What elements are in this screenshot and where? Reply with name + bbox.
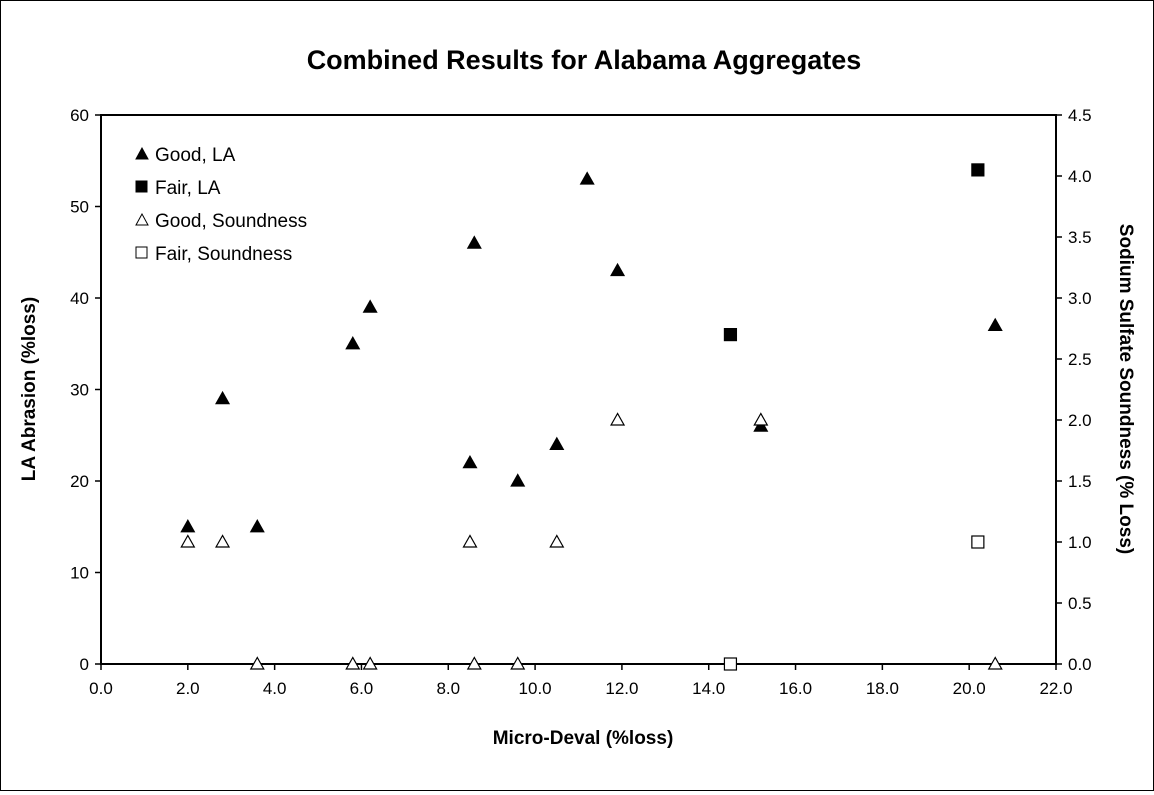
x-axis-ticks: 0.0 2.0 4.0 6.0 8.0 10.0 12.0 14.0 16.0 18.0 20.0 2… <box>89 664 1073 698</box>
y2-tick-label: 3.5 <box>1068 228 1092 247</box>
y2-tick-label: 3.0 <box>1068 289 1092 308</box>
x-tick-label: 2.0 <box>176 679 200 698</box>
data-point-triangle-open <box>362 656 378 670</box>
data-point-triangle-open <box>466 656 482 670</box>
data-point-triangle-filled <box>466 235 482 249</box>
x-tick-label: 22.0 <box>1039 679 1072 698</box>
data-point-triangle-filled <box>180 519 196 533</box>
legend-label: Good, LA <box>155 145 236 166</box>
x-tick-label: 16.0 <box>779 679 812 698</box>
legend: Good, LA Fair, LA Good, Soundness Fair, … <box>135 145 307 265</box>
legend-item-fair-la: Fair, LA <box>135 178 221 199</box>
data-point-triangle-open <box>610 412 626 426</box>
y2-axis-ticks: 0.0 0.5 1.0 1.5 2.0 2.5 3.0 3.5 4.0 4.5 <box>1056 106 1092 674</box>
data-point-triangle-filled <box>549 436 565 450</box>
x-tick-label: 14.0 <box>692 679 725 698</box>
y-tick-label: 10 <box>70 564 89 583</box>
y2-tick-label: 0.0 <box>1068 655 1092 674</box>
data-point-triangle-filled <box>345 336 361 350</box>
y-tick-label: 50 <box>70 198 89 217</box>
legend-item-fair-soundness: Fair, Soundness <box>135 244 292 265</box>
data-point-square-open <box>971 535 985 549</box>
legend-marker-square-filled <box>135 180 148 193</box>
x-tick-label: 10.0 <box>519 679 552 698</box>
data-point-triangle-open <box>249 656 265 670</box>
data-point-triangle-open <box>549 534 565 548</box>
legend-label: Good, Soundness <box>155 211 307 232</box>
y-tick-label: 20 <box>70 472 89 491</box>
y2-tick-label: 2.0 <box>1068 411 1092 430</box>
data-point-square-filled <box>971 163 985 177</box>
data-point-triangle-open <box>345 656 361 670</box>
data-marks <box>180 163 1003 671</box>
y-axis-ticks: 0 10 20 30 40 50 60 <box>70 106 101 674</box>
legend-label: Fair, Soundness <box>155 244 292 265</box>
y2-tick-label: 4.5 <box>1068 106 1092 125</box>
x-tick-label: 4.0 <box>263 679 287 698</box>
plot-area <box>100 114 1057 665</box>
data-point-triangle-filled <box>610 262 626 277</box>
x-tick-label: 12.0 <box>605 679 638 698</box>
y2-tick-label: 1.0 <box>1068 533 1092 552</box>
y2-tick-label: 2.5 <box>1068 350 1092 369</box>
x-tick-label: 0.0 <box>89 679 113 698</box>
y-tick-label: 40 <box>70 289 89 308</box>
data-point-triangle-filled <box>987 317 1003 332</box>
y2-tick-label: 4.0 <box>1068 167 1092 186</box>
data-point-triangle-open <box>215 534 231 548</box>
x-tick-label: 18.0 <box>866 679 899 698</box>
data-point-square-filled <box>723 328 738 342</box>
y-tick-label: 0 <box>80 655 89 674</box>
legend-item-good-soundness: Good, Soundness <box>135 211 307 232</box>
y2-tick-label: 1.5 <box>1068 472 1092 491</box>
x-tick-label: 8.0 <box>436 679 460 698</box>
data-point-triangle-filled <box>362 299 378 313</box>
data-point-triangle-filled <box>462 454 478 469</box>
legend-label: Fair, LA <box>155 178 221 199</box>
y2-axis-label: Sodium Sulfate Soundness (% Loss) <box>1115 224 1136 554</box>
y-tick-label: 60 <box>70 106 89 125</box>
y2-tick-label: 0.5 <box>1068 594 1092 613</box>
data-point-triangle-filled <box>249 519 265 533</box>
data-point-triangle-filled <box>579 171 595 185</box>
data-point-triangle-open <box>987 656 1003 670</box>
data-point-triangle-open <box>462 534 478 548</box>
data-point-triangle-open <box>180 534 196 548</box>
legend-marker-square-open <box>135 246 148 259</box>
data-point-triangle-filled <box>510 473 526 487</box>
legend-item-good-la: Good, LA <box>135 145 236 166</box>
data-point-triangle-filled <box>215 390 231 405</box>
legend-marker-triangle-open <box>135 212 149 226</box>
y-axis-label: LA Abrasion (%loss) <box>19 297 40 481</box>
x-axis-label: Micro-Deval (%loss) <box>493 728 674 749</box>
data-point-square-open <box>723 657 738 671</box>
data-point-triangle-open <box>510 656 526 670</box>
legend-marker-triangle-filled <box>135 146 149 160</box>
x-tick-label: 20.0 <box>953 679 986 698</box>
chart-title: Combined Results for Alabama Aggregates <box>307 45 862 75</box>
data-point-triangle-open <box>753 412 769 426</box>
y-tick-label: 30 <box>70 381 89 400</box>
x-tick-label: 6.0 <box>350 679 374 698</box>
